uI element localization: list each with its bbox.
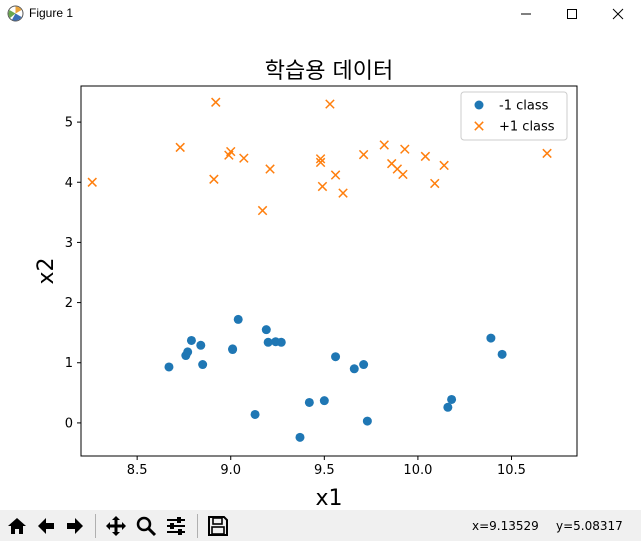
- legend-label: +1 class: [499, 120, 555, 135]
- legend-label: -1 class: [499, 99, 549, 114]
- data-point-circle: [183, 347, 193, 357]
- forward-arrow-icon[interactable]: [62, 513, 88, 539]
- data-point-x: [358, 149, 369, 160]
- zoom-magnifier-icon[interactable]: [133, 513, 159, 539]
- x-tick-label: 10.5: [497, 463, 526, 478]
- y-tick-label: 1: [65, 356, 73, 371]
- x-tick-label: 10.0: [403, 463, 432, 478]
- data-point-x: [226, 146, 236, 157]
- data-point-circle: [263, 337, 273, 347]
- data-point-circle: [186, 335, 196, 345]
- minimize-button[interactable]: [503, 0, 549, 28]
- data-point-circle: [164, 362, 174, 372]
- data-point-x: [439, 160, 449, 171]
- data-point-circle: [228, 345, 238, 355]
- data-point-circle: [304, 397, 314, 407]
- scatter-chart: 학습용 데이터 8.5 9.0 9.5 10.0 10.5 0 1 2 3 4 5 x1 x2 -1 cla…: [34, 59, 578, 510]
- data-point-x: [87, 177, 97, 187]
- y-tick-label: 4: [65, 176, 73, 191]
- x-tick-label: 8.5: [127, 463, 148, 478]
- data-point-circle: [250, 409, 260, 419]
- data-point-circle: [486, 333, 496, 343]
- data-point-x: [209, 174, 219, 184]
- data-point-circle: [233, 314, 243, 324]
- figure-canvas[interactable]: 학습용 데이터 8.5 9.0 9.5 10.0 10.5 0 1 2 3 4 5 x1 x2 -1 cla…: [0, 28, 641, 510]
- chart-title: 학습용 데이터: [265, 59, 393, 84]
- data-point-x: [315, 154, 326, 164]
- pan-move-icon[interactable]: [103, 513, 129, 539]
- data-point-x: [400, 144, 410, 154]
- data-point-x: [325, 99, 335, 109]
- y-tick-label: 2: [65, 296, 73, 311]
- y-tick-label: 5: [65, 116, 73, 131]
- data-point-x: [317, 181, 328, 192]
- legend-marker-x: [474, 121, 484, 131]
- cursor-x-readout: x=9.13529: [472, 519, 539, 533]
- home-icon[interactable]: [4, 513, 30, 539]
- data-point-circle: [443, 402, 453, 412]
- data-point-x: [338, 188, 348, 198]
- data-point-circle: [362, 416, 372, 426]
- data-point-circle: [276, 337, 286, 347]
- configure-subplots-icon[interactable]: [163, 513, 189, 539]
- toolbar-separator: [95, 514, 96, 538]
- data-point-x: [265, 164, 275, 174]
- navigation-toolbar: x=9.13529 y=5.08317: [0, 510, 641, 541]
- data-point-circle: [331, 352, 341, 362]
- legend-marker-circle: [474, 100, 484, 110]
- data-point-x: [398, 169, 408, 180]
- save-disk-icon[interactable]: [205, 513, 231, 539]
- data-point-x: [257, 205, 268, 216]
- data-point-circle: [196, 340, 206, 350]
- data-point-x: [430, 178, 440, 189]
- data-point-x: [420, 151, 431, 162]
- data-point-circle: [349, 364, 359, 374]
- data-point-x: [315, 157, 326, 168]
- x-tick-label: 9.5: [314, 463, 335, 478]
- close-button[interactable]: [595, 0, 641, 28]
- data-point-circle: [359, 360, 369, 370]
- toolbar-separator: [197, 514, 198, 538]
- data-point-x: [330, 170, 341, 180]
- maximize-button[interactable]: [549, 0, 595, 28]
- y-axis-label: x2: [34, 257, 59, 284]
- window-title: Figure 1: [29, 6, 74, 20]
- x-tick-label: 9.0: [220, 463, 241, 478]
- data-point-x: [175, 142, 185, 153]
- data-point-x: [542, 148, 552, 159]
- back-arrow-icon[interactable]: [33, 513, 59, 539]
- data-point-circle: [198, 360, 208, 370]
- data-point-x: [239, 153, 249, 163]
- series-neg-class: [164, 314, 507, 442]
- y-tick-label: 3: [65, 236, 73, 251]
- cursor-y-readout: y=5.08317: [556, 519, 623, 533]
- data-point-x: [211, 97, 221, 107]
- matplotlib-app-icon: [7, 5, 24, 22]
- data-point-circle: [447, 394, 457, 404]
- series-pos-class: [87, 97, 552, 216]
- data-point-circle: [295, 432, 305, 442]
- data-point-x: [379, 140, 389, 150]
- legend-box: [460, 91, 568, 141]
- axes-frame: [80, 85, 578, 457]
- data-point-circle: [497, 349, 507, 359]
- y-tick-label: 0: [65, 416, 73, 431]
- legend: -1 class +1 class: [460, 91, 568, 141]
- data-point-circle: [319, 396, 329, 406]
- data-point-circle: [261, 325, 271, 335]
- x-axis-label: x1: [315, 486, 342, 510]
- window-title-bar: Figure 1: [0, 0, 641, 28]
